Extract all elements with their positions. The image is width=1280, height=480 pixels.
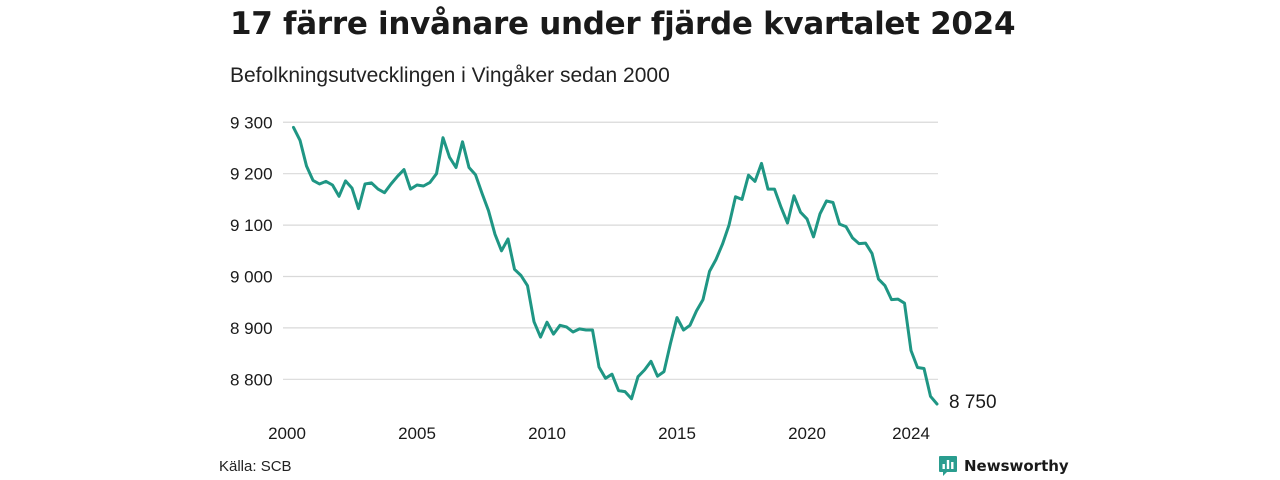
y-tick-label: 8 800 bbox=[230, 370, 273, 389]
brand-name: Newsworthy bbox=[964, 457, 1069, 475]
x-axis-ticks: 2000 2005 2010 2015 2020 2024 bbox=[268, 424, 930, 443]
x-tick-label: 2010 bbox=[528, 424, 566, 443]
x-tick-label: 2005 bbox=[398, 424, 436, 443]
chart-subtitle: Befolkningsutvecklingen i Vingåker sedan… bbox=[230, 64, 670, 87]
y-tick-label: 9 000 bbox=[230, 267, 273, 286]
y-tick-label: 8 900 bbox=[230, 319, 273, 338]
x-tick-label: 2020 bbox=[788, 424, 826, 443]
y-tick-label: 9 200 bbox=[230, 165, 273, 184]
grid-lines bbox=[283, 121, 938, 380]
bar-chart-logo-icon bbox=[939, 456, 957, 476]
end-value-label: 8 750 bbox=[949, 392, 997, 413]
x-tick-label: 2015 bbox=[658, 424, 696, 443]
y-tick-label: 9 300 bbox=[230, 113, 273, 132]
brand-logo[interactable]: Newsworthy bbox=[938, 455, 1069, 477]
chart-title: 17 färre invånare under fjärde kvartalet… bbox=[230, 6, 1016, 42]
x-tick-label: 2000 bbox=[268, 424, 306, 443]
x-tick-label: 2024 bbox=[892, 424, 930, 443]
source-note: Källa: SCB bbox=[219, 458, 292, 475]
y-tick-label: 9 100 bbox=[230, 216, 273, 235]
series-group bbox=[292, 125, 939, 406]
population-series-line bbox=[292, 125, 939, 406]
y-axis-ticks: 8 800 8 900 9 000 9 100 9 200 9 300 bbox=[230, 113, 273, 389]
